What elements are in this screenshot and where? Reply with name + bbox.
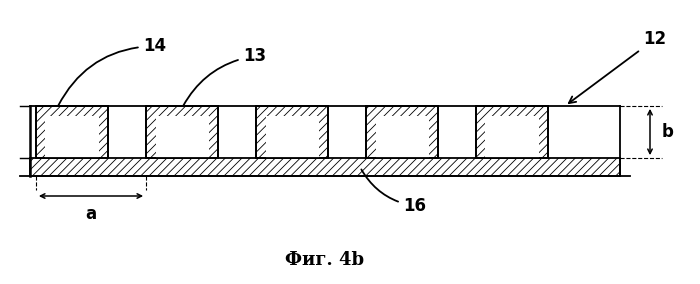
Bar [146, 106, 218, 158]
Text: 12: 12 [569, 30, 666, 103]
Text: a: a [85, 205, 97, 223]
Bar [476, 106, 548, 158]
Bar [366, 106, 438, 158]
Bar [155, 116, 209, 158]
Bar [46, 116, 99, 158]
Text: Фиг. 4b: Фиг. 4b [286, 251, 365, 269]
Text: 14: 14 [58, 37, 167, 106]
Bar [366, 106, 438, 158]
Text: b: b [662, 123, 674, 141]
Bar [256, 106, 328, 158]
Text: 13: 13 [183, 47, 267, 106]
Bar [146, 106, 218, 158]
Bar [36, 106, 108, 158]
Bar [30, 158, 620, 176]
Bar [265, 116, 318, 158]
Bar [36, 106, 108, 158]
Bar [486, 116, 538, 158]
Text: 16: 16 [361, 170, 426, 215]
Bar [256, 106, 328, 158]
Bar [476, 106, 548, 158]
Bar [375, 116, 428, 158]
